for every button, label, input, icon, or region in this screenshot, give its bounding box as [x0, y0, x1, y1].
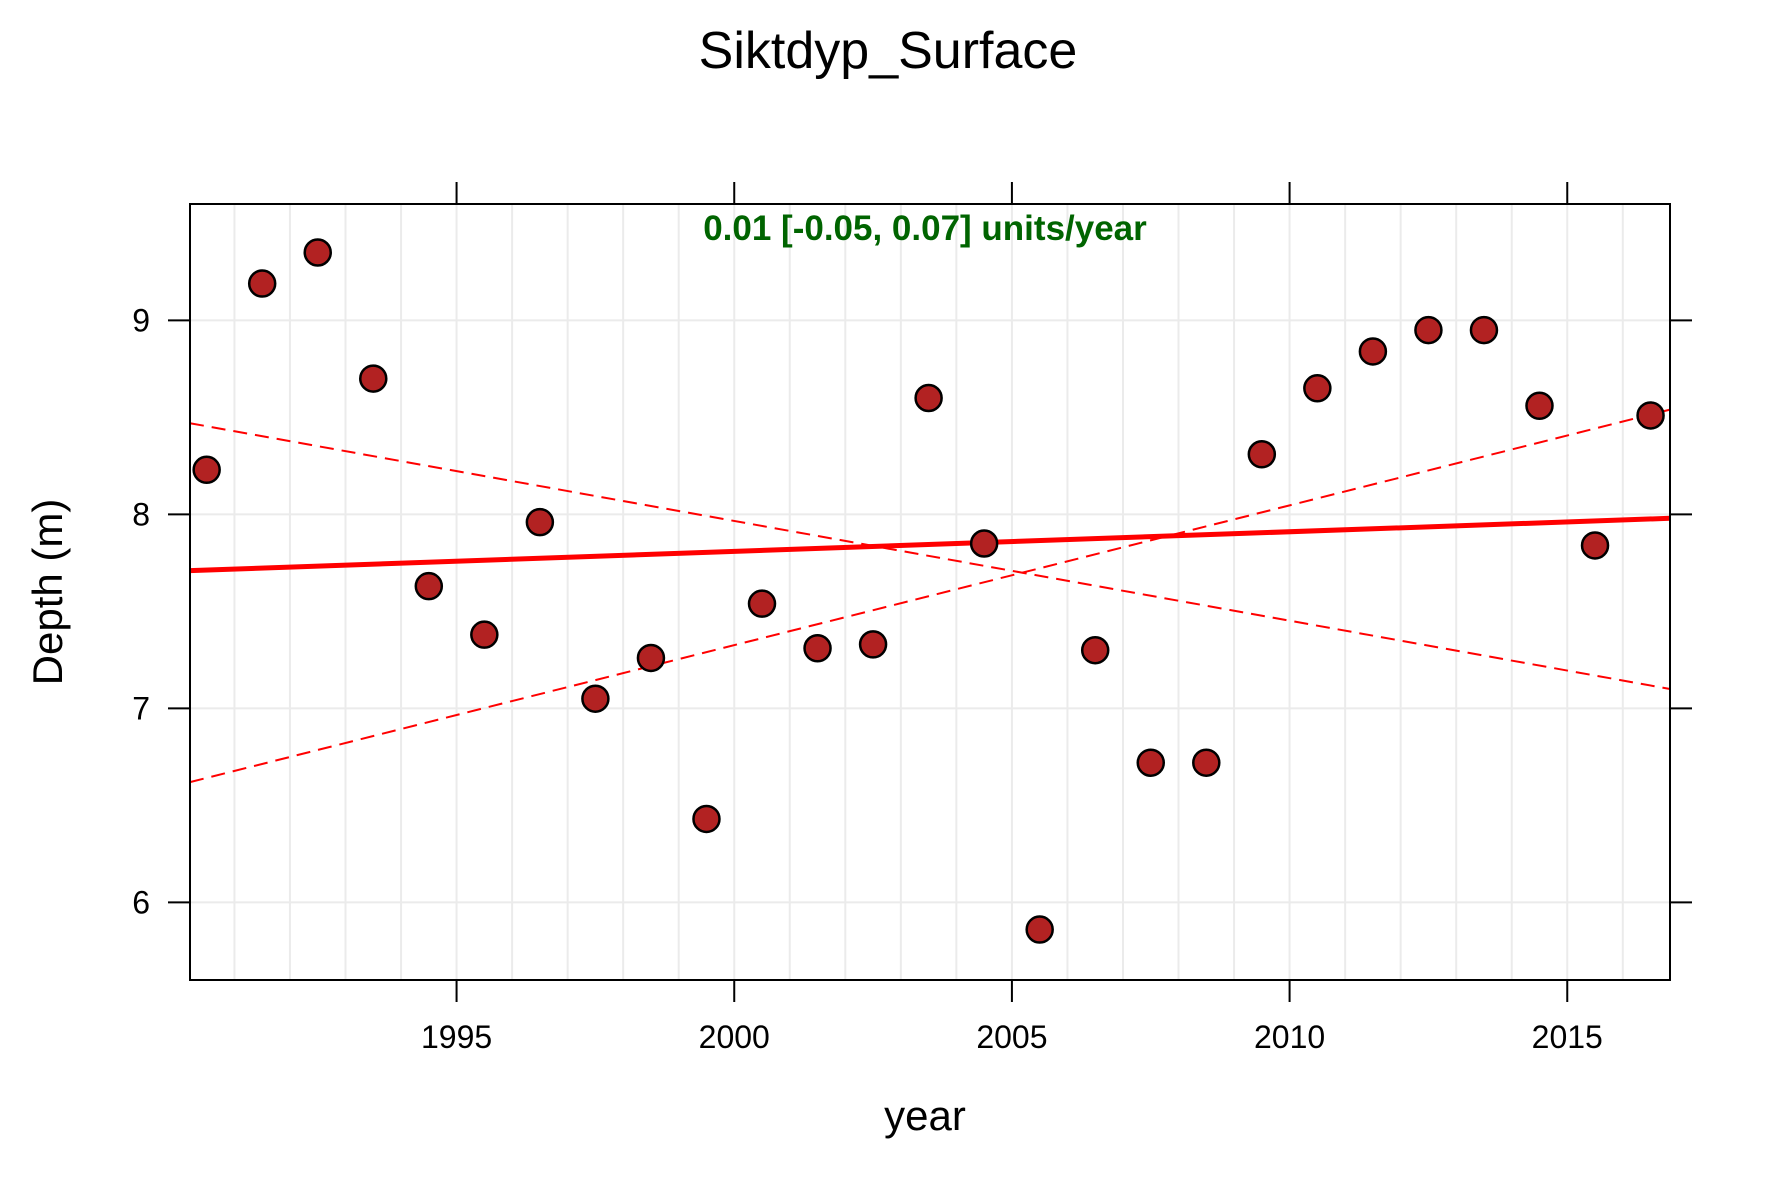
x-tick-label: 2015 [1532, 1019, 1603, 1055]
data-point [1136, 748, 1166, 777]
data-point [1414, 315, 1443, 345]
trend-line [189, 515, 1671, 574]
data-point [192, 455, 221, 485]
data-point [1192, 748, 1221, 777]
axis-ticks: 1995 2000 2005 2010 2015 6 7 8 9 [132, 182, 1692, 1055]
data-point [1525, 391, 1554, 421]
data-point [525, 507, 555, 537]
data-point [1636, 401, 1665, 430]
data-point [1469, 315, 1499, 345]
data-point [1080, 635, 1110, 665]
y-tick-label: 8 [132, 496, 150, 532]
data-point [914, 383, 943, 413]
data-point [1358, 337, 1388, 366]
x-axis-label: year [884, 1092, 966, 1139]
data-point [414, 571, 444, 601]
plot-frame [189, 203, 1671, 981]
data-point [1025, 915, 1054, 944]
y-axis-label: Depth (m) [24, 499, 71, 686]
y-tick-label: 9 [132, 302, 150, 338]
data-points [192, 238, 1665, 944]
data-point [803, 634, 832, 663]
data-point [1580, 531, 1610, 560]
trend-lines [189, 408, 1671, 784]
data-point [858, 630, 888, 659]
data-point [581, 684, 610, 713]
trend-annotation: 0.01 [-0.05, 0.07] units/year [703, 209, 1147, 248]
chart-title: Siktdyp_Surface [699, 22, 1078, 80]
y-tick-label: 6 [132, 884, 150, 920]
x-tick-label: 1995 [421, 1019, 492, 1055]
grid [190, 204, 1670, 980]
data-point [747, 589, 777, 618]
data-point [692, 804, 721, 834]
y-tick-label: 7 [132, 690, 150, 726]
ci-line-upper [189, 408, 1671, 784]
data-point [1303, 374, 1332, 403]
x-tick-label: 2010 [1254, 1019, 1325, 1055]
data-point [359, 364, 388, 393]
data-point [1247, 440, 1277, 469]
data-point [969, 529, 999, 558]
data-point [247, 269, 277, 298]
data-point [303, 238, 332, 267]
data-point [470, 620, 499, 649]
data-point [636, 643, 666, 673]
ci-line-lower [189, 422, 1671, 690]
x-tick-label: 2005 [976, 1019, 1047, 1055]
x-tick-label: 2000 [699, 1019, 770, 1055]
